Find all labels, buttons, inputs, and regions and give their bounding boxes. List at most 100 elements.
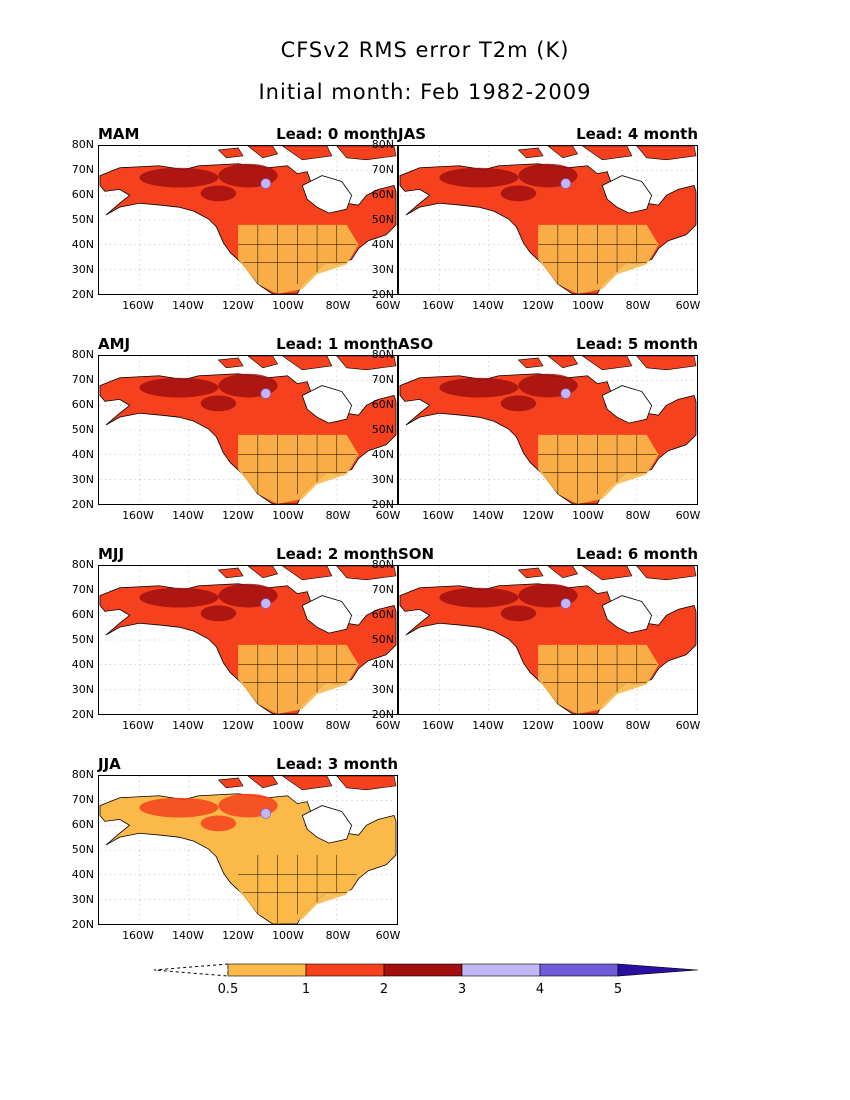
lon-tick-label: 140W xyxy=(472,299,504,312)
colorbar-tick-label: 1 xyxy=(301,982,311,997)
lon-tick-label: 140W xyxy=(172,929,204,942)
high-error-patch xyxy=(139,797,219,818)
colorbar-swatch xyxy=(227,963,307,977)
arctic-island xyxy=(582,146,633,161)
lat-tick-label: 80N xyxy=(371,558,394,571)
lon-tick-label: 100W xyxy=(272,719,304,732)
us-error-region xyxy=(238,434,359,504)
colorbar-swatch xyxy=(539,963,619,977)
lon-tick-label: 120W xyxy=(522,719,554,732)
map-frame xyxy=(398,565,698,715)
lat-tick-label: 30N xyxy=(71,263,94,276)
colorbar-tick-label: 4 xyxy=(535,982,545,997)
colorbar-tick-label: 5 xyxy=(613,982,623,997)
us-error-region xyxy=(538,224,659,294)
lon-tick-label: 160W xyxy=(422,719,454,732)
panel-lead-label: Lead: 1 month xyxy=(276,335,398,353)
colorbar-graphic xyxy=(153,963,699,977)
us-error-region xyxy=(238,224,359,294)
page-title: CFSv2 RMS error T2m (K) xyxy=(280,38,570,62)
panel-lead-label: Lead: 5 month xyxy=(576,335,698,353)
map-graphic xyxy=(399,146,697,294)
arctic-island xyxy=(547,566,579,579)
lon-tick-label: 160W xyxy=(122,929,154,942)
lon-tick-label: 80W xyxy=(325,929,351,942)
colorbar-swatch xyxy=(383,963,463,977)
high-error-patch xyxy=(200,185,237,202)
map-graphic xyxy=(399,356,697,504)
arctic-island xyxy=(217,567,244,579)
lat-tick-label: 40N xyxy=(371,238,394,251)
very-high-error-patch xyxy=(260,808,271,819)
lat-tick-label: 50N xyxy=(71,843,94,856)
lon-tick-label: 100W xyxy=(572,509,604,522)
colorbar: 0.5 1 2 3 4 5 xyxy=(150,960,710,1000)
arctic-island xyxy=(517,147,544,159)
arctic-island xyxy=(282,356,333,371)
lat-tick-label: 50N xyxy=(371,423,394,436)
map-graphic xyxy=(99,146,397,294)
high-error-patch xyxy=(139,167,219,188)
arctic-island xyxy=(217,777,244,789)
arctic-island xyxy=(247,356,279,369)
arctic-island xyxy=(582,356,633,371)
arctic-island xyxy=(247,146,279,159)
lat-tick-label: 20N xyxy=(71,918,94,931)
arctic-island xyxy=(547,356,579,369)
lon-tick-label: 60W xyxy=(375,719,401,732)
map-graphic xyxy=(99,566,397,714)
map-frame xyxy=(98,775,398,925)
lat-tick-label: 50N xyxy=(71,213,94,226)
hudson-bay xyxy=(301,175,353,214)
us-error-region xyxy=(238,644,359,714)
very-high-error-patch xyxy=(560,178,571,189)
arctic-island xyxy=(582,566,633,581)
lon-tick-label: 80W xyxy=(325,509,351,522)
lat-tick-label: 40N xyxy=(71,448,94,461)
us-error-region xyxy=(538,644,659,714)
high-error-patch xyxy=(500,185,537,202)
map-panel-jja: JJA Lead: 3 month 80N 70N 60N 50N 40N 30N 20N 160… xyxy=(72,755,401,945)
lon-tick-label: 140W xyxy=(172,509,204,522)
lat-tick-label: 20N xyxy=(371,498,394,511)
lat-tick-label: 40N xyxy=(371,658,394,671)
panel-season-label: ASO xyxy=(398,335,434,353)
lon-tick-label: 160W xyxy=(122,509,154,522)
lon-tick-label: 60W xyxy=(675,509,701,522)
lon-tick-label: 60W xyxy=(675,719,701,732)
lon-tick-label: 140W xyxy=(172,719,204,732)
colorbar-high-triangle xyxy=(617,963,699,977)
lat-tick-label: 60N xyxy=(71,818,94,831)
lat-tick-label: 30N xyxy=(71,473,94,486)
arctic-island xyxy=(336,776,397,791)
lat-tick-label: 30N xyxy=(371,683,394,696)
lat-tick-label: 60N xyxy=(71,398,94,411)
lat-tick-label: 50N xyxy=(71,633,94,646)
arctic-island xyxy=(517,567,544,579)
lat-tick-label: 30N xyxy=(71,683,94,696)
map-panel-son: SON Lead: 6 month 80N 70N 60N 50N 40N 30N 20N 160… xyxy=(372,545,701,735)
lon-tick-label: 160W xyxy=(422,509,454,522)
lon-tick-label: 160W xyxy=(122,299,154,312)
lon-tick-label: 140W xyxy=(472,719,504,732)
panel-season-label: MJJ xyxy=(98,545,125,563)
panel-season-label: MAM xyxy=(98,125,140,143)
arctic-island xyxy=(336,146,397,161)
arctic-island xyxy=(247,776,279,789)
lat-tick-label: 50N xyxy=(371,633,394,646)
hudson-bay xyxy=(601,385,653,424)
high-error-patch xyxy=(139,587,219,608)
lon-tick-label: 120W xyxy=(222,509,254,522)
map-frame xyxy=(398,355,698,505)
lat-tick-label: 70N xyxy=(371,373,394,386)
high-error-patch xyxy=(200,395,237,412)
arctic-island xyxy=(217,357,244,369)
lon-tick-label: 120W xyxy=(222,929,254,942)
arctic-island xyxy=(282,566,333,581)
lon-tick-label: 80W xyxy=(625,299,651,312)
high-error-patch xyxy=(139,377,219,398)
lat-tick-label: 50N xyxy=(371,213,394,226)
high-error-patch xyxy=(200,815,237,832)
lat-tick-label: 80N xyxy=(71,348,94,361)
map-frame xyxy=(98,565,398,715)
